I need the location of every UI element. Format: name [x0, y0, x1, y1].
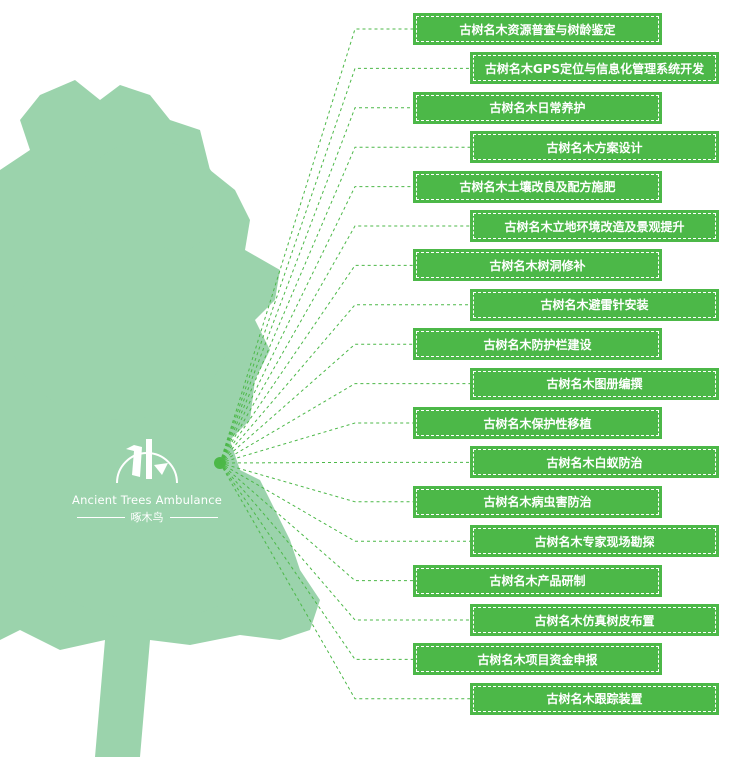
woodpecker-icon — [116, 439, 178, 484]
service-item-label: 古树名木避雷针安装 — [473, 291, 716, 318]
connector-line — [219, 462, 470, 542]
connector-line — [219, 343, 413, 464]
service-item-label: 古树名木GPS定位与信息化管理系统开发 — [473, 55, 716, 82]
connector-line — [219, 264, 413, 464]
service-item-label: 古树名木方案设计 — [473, 134, 716, 161]
service-item-label: 古树名木仿真树皮布置 — [473, 607, 716, 633]
connector-line — [219, 462, 413, 503]
service-item: 古树名木白蚁防治 — [470, 446, 719, 479]
connector-line — [219, 462, 413, 660]
service-item: 古树名木项目资金申报 — [413, 643, 662, 676]
connector-line — [219, 107, 413, 464]
service-item: 古树名木病虫害防治 — [413, 485, 662, 518]
connector-line — [219, 225, 470, 464]
service-item-label: 古树名木防护栏建设 — [416, 331, 659, 358]
service-item: 古树名木树洞修补 — [413, 249, 662, 282]
connector-line — [219, 28, 413, 464]
service-item-label: 古树名木资源普查与树龄鉴定 — [416, 16, 659, 42]
logo: Ancient Trees Ambulance 啄木鸟 — [62, 425, 232, 525]
connector-line — [219, 462, 413, 582]
connector-line — [219, 422, 413, 464]
service-item: 古树名木防护栏建设 — [413, 328, 662, 361]
service-item: 古树名木保护性移植 — [413, 407, 662, 439]
connector-line — [219, 461, 470, 464]
logo-english: Ancient Trees Ambulance — [72, 493, 222, 507]
service-item-label: 古树名木产品研制 — [416, 567, 659, 594]
service-item-label: 古树名木病虫害防治 — [416, 488, 659, 515]
service-item: 古树名木产品研制 — [413, 564, 662, 597]
service-item: 古树名木日常养护 — [413, 91, 662, 124]
logo-chinese: 啄木鸟 — [130, 511, 164, 524]
service-item: 古树名木图册编撰 — [470, 367, 719, 400]
service-item: 古树名木GPS定位与信息化管理系统开发 — [470, 52, 719, 85]
connector-line — [219, 462, 470, 700]
service-item: 古树名木立地环境改造及景观提升 — [470, 210, 719, 242]
service-item: 古树名木方案设计 — [470, 131, 719, 164]
service-item: 古树名木资源普查与树龄鉴定 — [413, 13, 662, 45]
connector-line — [219, 304, 470, 464]
service-item-label: 古树名木日常养护 — [416, 94, 659, 121]
service-item-label: 古树名木保护性移植 — [416, 410, 659, 436]
connector-line — [219, 67, 470, 464]
connector-line — [219, 146, 470, 464]
service-item: 古树名木跟踪装置 — [470, 682, 719, 715]
connector-line — [219, 462, 470, 621]
connector-line — [219, 383, 470, 464]
service-item-label: 古树名木树洞修补 — [416, 252, 659, 279]
service-item: 古树名木仿真树皮布置 — [470, 604, 719, 636]
service-item-label: 古树名木土壤改良及配方施肥 — [416, 173, 659, 200]
service-item-label: 古树名木图册编撰 — [473, 370, 716, 397]
service-item-label: 古树名木立地环境改造及景观提升 — [473, 213, 716, 239]
service-item-label: 古树名木专家现场勘探 — [473, 528, 716, 555]
service-item: 古树名木避雷针安装 — [470, 288, 719, 321]
service-item: 古树名木专家现场勘探 — [470, 525, 719, 558]
service-item-label: 古树名木白蚁防治 — [473, 449, 716, 476]
service-item: 古树名木土壤改良及配方施肥 — [413, 170, 662, 203]
connector-line — [219, 186, 413, 464]
service-item-label: 古树名木跟踪装置 — [473, 685, 716, 712]
service-item-label: 古树名木项目资金申报 — [416, 646, 659, 673]
